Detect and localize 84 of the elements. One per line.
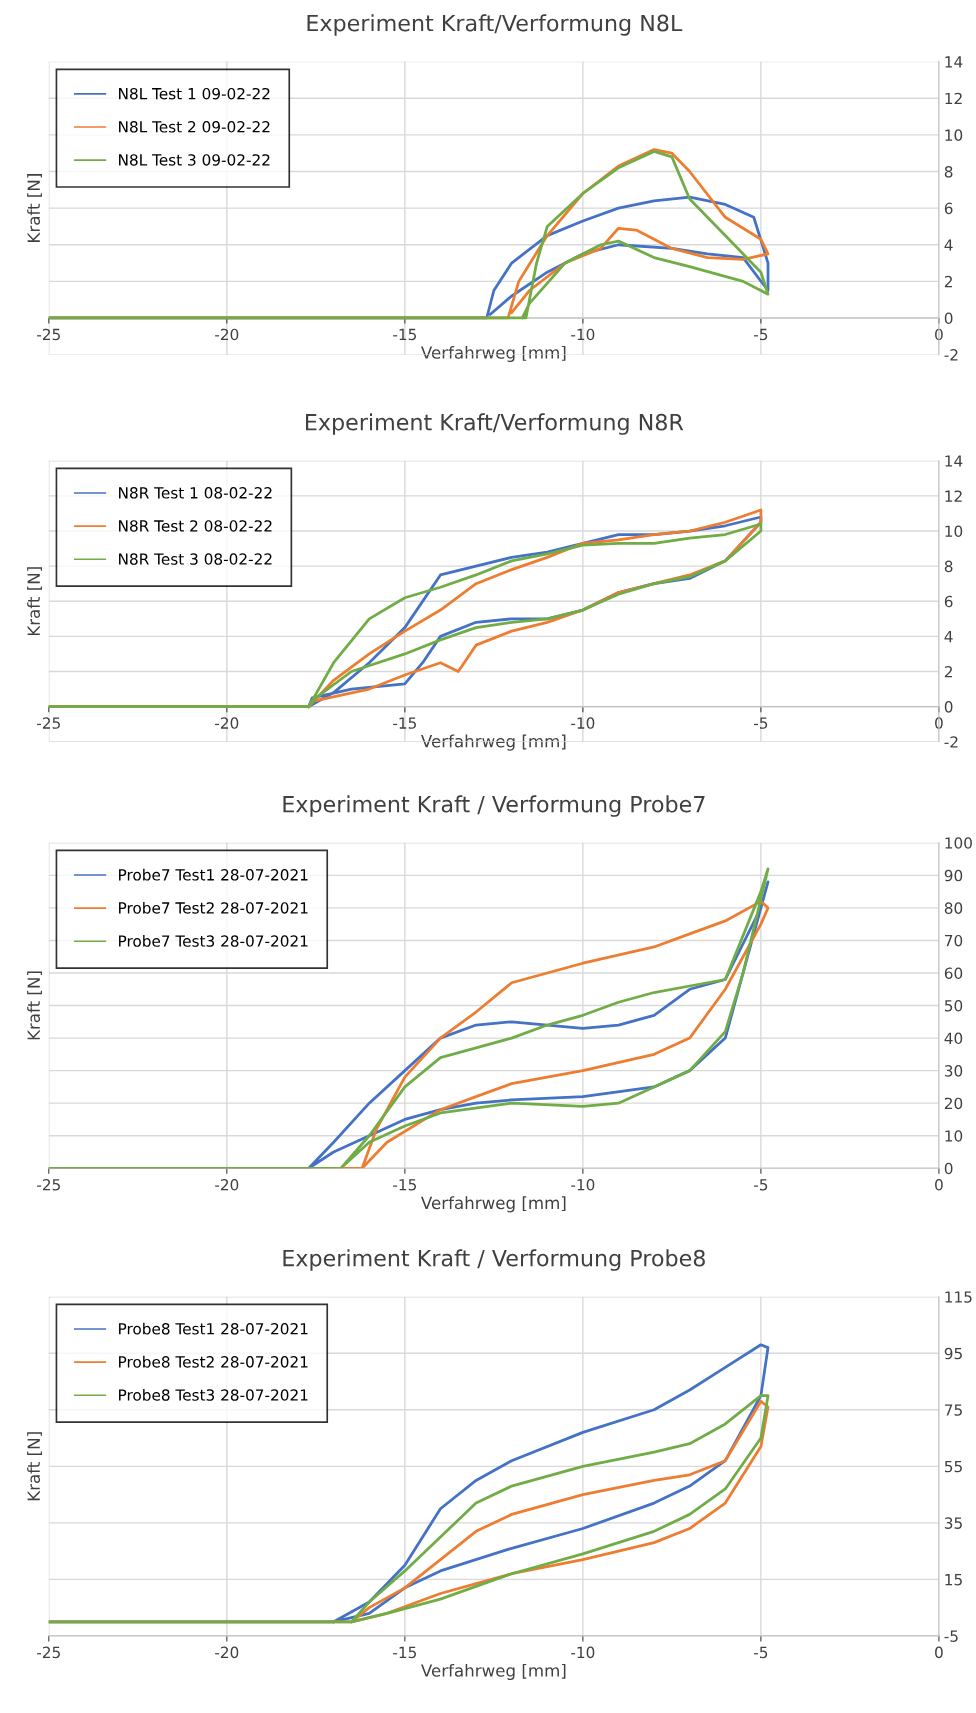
x-tick-label: 0 <box>935 1178 943 1191</box>
y-tick-label: 75 <box>945 1404 962 1416</box>
legend-label: N8L Test 3 09-02-22 <box>119 154 270 166</box>
x-tick-label: -15 <box>393 1179 416 1191</box>
chart-title: Experiment Kraft/Verformung N8L <box>307 14 683 36</box>
y-tick-label: 10 <box>945 1130 963 1142</box>
y-tick-label: 115 <box>945 1291 972 1303</box>
x-tick-label: -5 <box>754 1179 768 1191</box>
y-axis-title: Kraft [N] <box>27 567 42 636</box>
x-axis-title: Verfahrweg [mm] <box>421 1196 566 1213</box>
y-axis-title: Kraft [N] <box>27 971 42 1040</box>
x-tick-label: 0 <box>935 328 943 341</box>
y-tick-label: 10 <box>945 129 963 141</box>
y-tick-label: 30 <box>944 1065 963 1077</box>
x-tick-label: -25 <box>37 1646 60 1659</box>
legend-label: N8L Test 1 09-02-22 <box>119 87 270 100</box>
x-axis-title: Verfahrweg [mm] <box>421 734 566 751</box>
y-tick-label: 80 <box>944 902 963 914</box>
y-tick-label: 12 <box>945 490 962 502</box>
x-tick-label: -25 <box>37 717 60 729</box>
x-tick-label: -20 <box>215 328 239 341</box>
chart-title: Experiment Kraft / Verformung Probe8 <box>283 1249 705 1271</box>
legend-label: N8R Test 2 08-02-22 <box>119 520 272 532</box>
y-axis-title: Kraft [N] <box>27 1432 42 1501</box>
y-tick-label: 35 <box>944 1517 962 1529</box>
y-tick-label: 50 <box>944 1000 963 1012</box>
x-tick-label: -20 <box>215 717 239 729</box>
legend-label: Probe8 Test1 28-07-2021 <box>119 1322 308 1335</box>
y-tick-label: 8 <box>944 165 953 178</box>
y-tick-label: 60 <box>944 967 963 980</box>
y-tick-label: 6 <box>944 202 953 215</box>
y-tick-label: 100 <box>945 837 972 849</box>
x-tick-label: -5 <box>754 1646 768 1659</box>
x-tick-label: -10 <box>571 1646 595 1659</box>
legend-label: Probe7 Test3 28-07-2021 <box>119 935 308 947</box>
x-tick-label: -15 <box>393 1646 416 1659</box>
legend-label: Probe7 Test1 28-07-2021 <box>119 868 308 881</box>
x-tick-label: -25 <box>37 328 60 341</box>
x-tick-label: -5 <box>754 717 768 729</box>
x-tick-label: -15 <box>393 717 416 729</box>
y-tick-label: 2 <box>944 275 952 288</box>
legend-label: Probe8 Test2 28-07-2021 <box>119 1355 308 1368</box>
x-tick-label: 0 <box>935 1646 943 1659</box>
x-tick-label: -10 <box>571 717 595 729</box>
legend-label: Probe8 Test3 28-07-2021 <box>119 1388 308 1401</box>
y-tick-label: 4 <box>944 631 953 643</box>
y-tick-label: 0 <box>944 1162 953 1175</box>
y-axis-title: Kraft [N] <box>27 174 42 242</box>
y-tick-label: 6 <box>944 595 953 608</box>
y-tick-label: 0 <box>944 312 953 324</box>
legend-label: Probe7 Test2 28-07-2021 <box>119 901 308 914</box>
y-tick-label: -5 <box>944 1630 958 1642</box>
y-tick-label: 14 <box>945 56 963 68</box>
y-tick-label: 15 <box>945 1574 962 1586</box>
x-tick-label: -10 <box>571 328 595 341</box>
x-axis-title: Verfahrweg [mm] <box>421 1663 566 1681</box>
x-tick-label: 0 <box>935 717 943 729</box>
chart-title: Experiment Kraft/Verformung N8R <box>306 413 684 435</box>
y-tick-label: 55 <box>944 1460 962 1473</box>
x-tick-label: -10 <box>571 1178 595 1191</box>
y-tick-label: 12 <box>945 92 962 105</box>
y-tick-label: 14 <box>945 455 963 467</box>
legend-label: N8L Test 2 09-02-22 <box>119 121 270 133</box>
x-tick-label: -15 <box>393 328 416 341</box>
y-tick-label: -2 <box>944 349 958 361</box>
legend-label: N8R Test 3 08-02-22 <box>119 553 272 565</box>
legend-label: N8R Test 1 08-02-22 <box>119 487 272 499</box>
y-tick-label: 90 <box>944 869 963 882</box>
y-tick-label: 40 <box>944 1032 963 1045</box>
y-tick-label: 8 <box>944 560 953 573</box>
x-tick-label: -25 <box>37 1178 60 1191</box>
x-tick-label: -5 <box>754 328 768 341</box>
y-tick-label: 70 <box>945 934 963 947</box>
y-tick-label: 95 <box>944 1347 962 1360</box>
y-tick-label: 20 <box>944 1097 963 1110</box>
y-tick-label: 0 <box>944 701 953 713</box>
y-tick-label: -2 <box>944 736 958 748</box>
y-tick-label: 10 <box>945 525 963 538</box>
x-axis-title: Verfahrweg [mm] <box>421 345 566 363</box>
y-tick-label: 2 <box>944 665 952 678</box>
y-tick-label: 4 <box>944 239 953 251</box>
x-tick-label: -20 <box>215 1178 239 1191</box>
chart-title: Experiment Kraft / Verformung Probe7 <box>283 795 705 817</box>
x-tick-label: -20 <box>215 1646 239 1659</box>
